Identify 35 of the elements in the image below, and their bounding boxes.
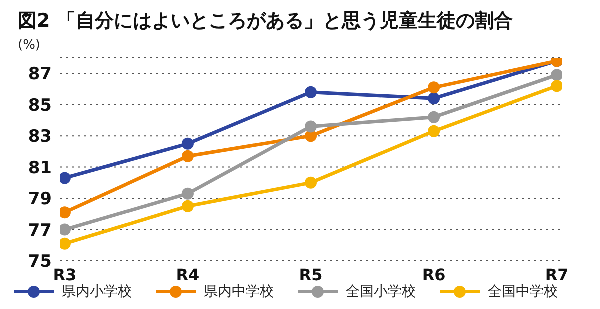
y-tick-label: 77 (28, 220, 52, 241)
point (182, 150, 194, 162)
point (182, 188, 194, 200)
y-tick-label: 87 (28, 64, 52, 85)
point (551, 80, 562, 92)
point (428, 92, 440, 105)
y-tick-label: 75 (28, 252, 52, 272)
x-tick-label: R4 (176, 265, 200, 284)
y-tick-label: 81 (28, 158, 52, 178)
legend-label: 全国中学校 (488, 283, 558, 301)
x-tick-label: R3 (53, 265, 77, 284)
x-tick-label: R5 (299, 265, 323, 284)
point (305, 176, 317, 189)
point (428, 82, 440, 94)
point (182, 138, 194, 150)
legend-label: 全国小学校 (346, 283, 416, 301)
y-tick-label: 85 (28, 96, 52, 116)
x-tick-label: R7 (545, 265, 569, 284)
y-tick-label: 83 (28, 127, 52, 148)
point (305, 120, 317, 133)
point (551, 69, 562, 82)
point (60, 206, 71, 219)
point (60, 172, 71, 184)
point (428, 111, 440, 124)
legend-label: 県内小学校 (62, 283, 132, 301)
legend-label: 県内中学校 (204, 283, 274, 301)
point (182, 200, 194, 212)
chart-title: 図2 「自分にはよいところがある」と思う児童生徒の割合 (17, 9, 514, 34)
point (60, 224, 71, 236)
point (428, 125, 440, 138)
point (60, 238, 71, 250)
y-tick-label: 79 (28, 190, 52, 210)
point (305, 86, 317, 98)
y-axis-title: (%) (18, 38, 40, 53)
x-tick-label: R6 (422, 265, 446, 284)
